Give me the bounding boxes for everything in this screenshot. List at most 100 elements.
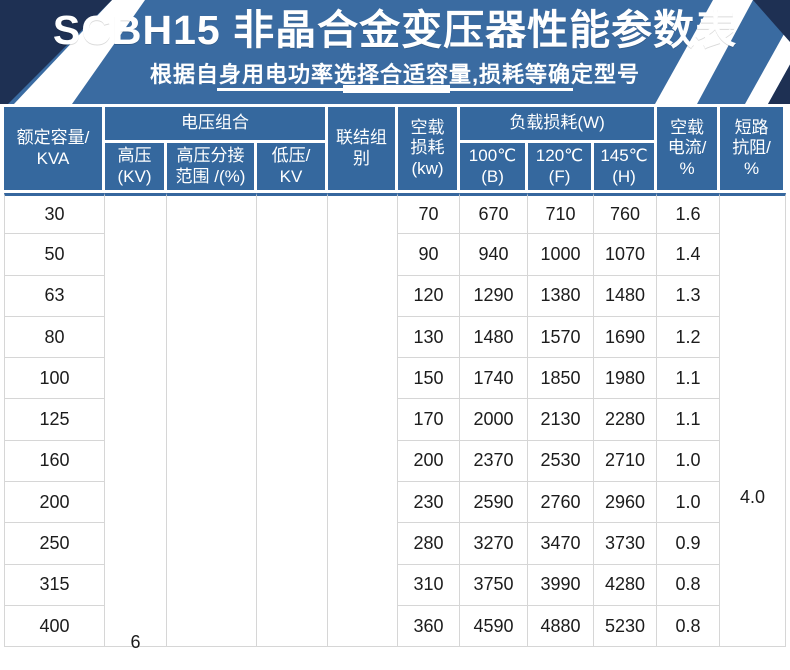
cell-no-load-loss: 360 [398,605,461,648]
cell-no-load-loss: 200 [398,440,461,483]
cell-loss-120c: 2130 [528,399,595,441]
spec-table: 额定容量/ KVA 电压组合 联结组 别 空载 损耗 (kw) 负载损耗(W) … [4,107,787,652]
header-vector-group: 联结组 别 [328,107,399,193]
cell-loss-100c: 670 [460,193,529,235]
cell-no-load-current: 1.1 [657,399,721,441]
cell-no-load-current: 1.0 [657,440,721,483]
header-rated-capacity: 额定容量/ KVA [4,107,105,193]
table-row: 63 120 1290 1380 1480 1.3 [4,275,786,317]
table-row: 315 310 3750 3990 4280 0.8 [4,564,786,606]
cell-kva: 160 [4,440,105,483]
cell-kva: 200 [4,482,105,524]
cell-no-load-current: 1.6 [657,193,721,235]
cell-kva: 315 [4,564,105,606]
impedance-value: 4.0 [740,487,766,507]
cell-no-load-current: 1.0 [657,482,721,524]
cell-kva: 125 [4,399,105,441]
cell-hv-tap-merged [167,193,257,648]
header-impedance: 短路 抗阻/ % [720,107,787,193]
cell-loss-120c: 3990 [528,564,595,606]
cell-no-load-loss: 310 [398,564,461,606]
cell-loss-145c: 1480 [594,275,658,317]
banner-subtitle: 根据自身用电功率选择合适容量,损耗等确定型号 [149,62,641,87]
table-row: 200 230 2590 2760 2960 1.0 [4,482,786,524]
table-row: 160 200 2370 2530 2710 1.0 [4,440,786,483]
page-title: SCBH15 非晶合金变压器性能参数表 [52,7,738,53]
cell-no-load-loss: 70 [398,193,461,235]
cell-loss-100c: 1740 [460,358,529,400]
cell-loss-100c: 3270 [460,523,529,565]
header-hv-tap: 高压分接 范围 /(%) [167,143,257,193]
table-row: 400 360 4590 4880 5230 0.8 [4,605,786,648]
cell-loss-120c: 4880 [528,605,595,648]
cell-loss-145c: 2710 [594,440,658,483]
cell-kva: 63 [4,275,105,317]
cell-loss-120c: 1570 [528,316,595,359]
cell-loss-100c: 1290 [460,275,529,317]
cell-no-load-current: 0.9 [657,523,721,565]
cell-loss-145c: 5230 [594,605,658,648]
cell-loss-120c: 2530 [528,440,595,483]
cell-kva: 30 [4,193,105,235]
cell-loss-145c: 1980 [594,358,658,400]
cell-kva: 80 [4,316,105,359]
banner: SCBH15 非晶合金变压器性能参数表 根据自身用电功率选择合适容量,损耗等确定… [0,0,790,104]
cell-no-load-loss: 120 [398,275,461,317]
header-no-load-loss: 空载 损耗 (kw) [398,107,461,193]
cell-loss-100c: 2000 [460,399,529,441]
cell-loss-120c: 1000 [528,234,595,276]
cell-loss-120c: 1850 [528,358,595,400]
cell-no-load-current: 1.2 [657,316,721,359]
header-120c: 120℃ (F) [528,143,595,193]
cell-hv-merged: 6 [105,193,167,652]
cell-loss-100c: 940 [460,234,529,276]
cell-kva: 400 [4,605,105,648]
cell-lv-merged [257,193,329,648]
table-row: 80 130 1480 1570 1690 1.2 [4,316,786,359]
cell-kva: 250 [4,523,105,565]
cell-loss-120c: 1380 [528,275,595,317]
table-row: 30 6 70 670 710 760 1.6 4.0 [4,193,787,652]
header-voltage-group: 电压组合 [105,107,329,143]
table-row: 100 150 1740 1850 1980 1.1 [4,358,786,400]
header-load-loss: 负载损耗(W) [460,107,658,143]
cell-no-load-current: 0.8 [657,564,721,606]
cell-no-load-loss: 280 [398,523,461,565]
header-100c: 100℃ (B) [460,143,529,193]
cell-loss-100c: 1480 [460,316,529,359]
cell-kva: 50 [4,234,105,276]
header-no-load-current: 空载 电流/ % [657,107,721,193]
cell-impedance-merged: 4.0 [720,193,787,648]
cell-loss-100c: 2370 [460,440,529,483]
cell-loss-145c: 760 [594,193,658,235]
cell-kva: 100 [4,358,105,400]
cell-no-load-loss: 150 [398,358,461,400]
cell-loss-100c: 2590 [460,482,529,524]
table-row: 125 170 2000 2130 2280 1.1 [4,399,786,441]
cell-loss-145c: 2280 [594,399,658,441]
cell-loss-145c: 1690 [594,316,658,359]
cell-no-load-loss: 230 [398,482,461,524]
cell-loss-145c: 1070 [594,234,658,276]
cell-loss-100c: 4590 [460,605,529,648]
header-lv: 低压/ KV [257,143,329,193]
cell-no-load-current: 1.3 [657,275,721,317]
cell-loss-145c: 4280 [594,564,658,606]
cell-no-load-current: 1.1 [657,358,721,400]
cell-no-load-loss: 90 [398,234,461,276]
cell-loss-120c: 2760 [528,482,595,524]
cell-loss-120c: 710 [528,193,595,235]
cell-vector-merged [328,193,399,648]
cell-loss-145c: 2960 [594,482,658,524]
cell-no-load-current: 1.4 [657,234,721,276]
hv-value: 6 [130,632,141,652]
subtitle-underline-accent [343,85,450,93]
cell-loss-100c: 3750 [460,564,529,606]
header-145c: 145℃ (H) [594,143,658,193]
cell-loss-145c: 3730 [594,523,658,565]
cell-no-load-loss: 130 [398,316,461,359]
cell-no-load-current: 0.8 [657,605,721,648]
cell-no-load-loss: 170 [398,399,461,441]
table-row: 50 90 940 1000 1070 1.4 [4,234,786,276]
